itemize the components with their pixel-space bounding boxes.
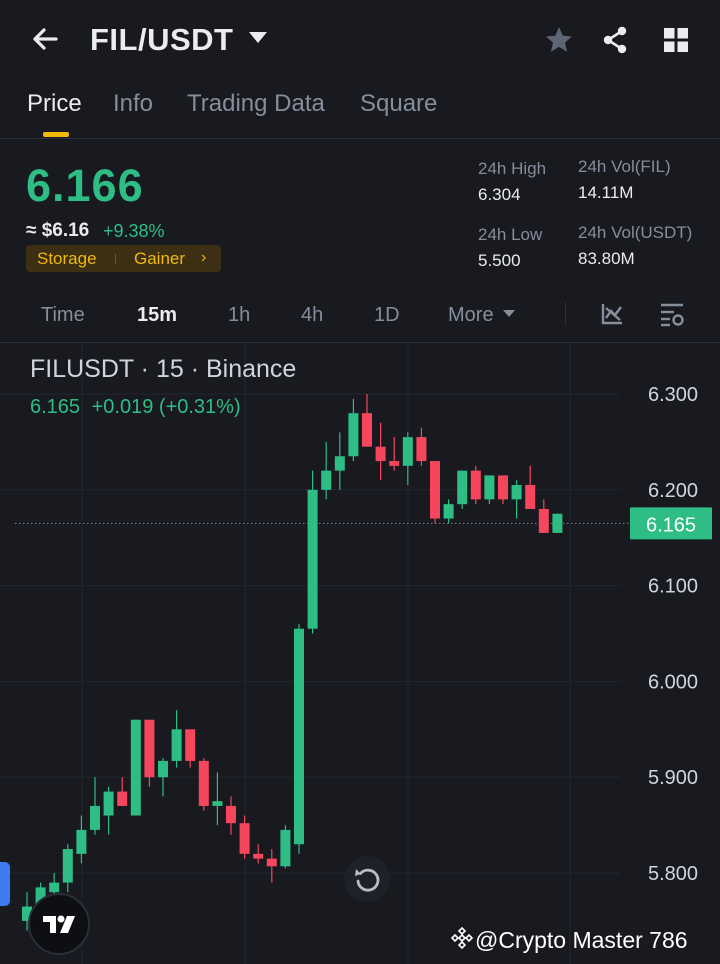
candle-body — [348, 413, 359, 457]
chart-last-change: +0.019 (+0.31%) — [91, 396, 241, 418]
candle-body — [185, 729, 196, 761]
candle-body — [49, 882, 60, 893]
tradingview-logo[interactable] — [28, 893, 90, 955]
tab-price[interactable]: Price — [27, 90, 82, 117]
candle-body — [117, 791, 128, 806]
chart-settings-icon[interactable] — [658, 300, 686, 328]
tag-separator — [115, 254, 116, 264]
stat-vol-base-value: 14.11M — [578, 183, 634, 202]
stat-vol-base-label: 24h Vol(FIL) — [578, 157, 671, 176]
toolbar-separator — [565, 302, 566, 326]
current-price-label: 6.165 — [646, 514, 696, 536]
interval-1h[interactable]: 1h — [228, 304, 251, 326]
watermark-text: @Crypto Master 786 — [475, 927, 688, 953]
last-price: 6.166 — [26, 160, 144, 211]
candle-body — [130, 719, 141, 816]
interval-time[interactable]: Time — [41, 304, 85, 326]
stat-high-label: 24h High — [478, 159, 547, 178]
candle-body — [253, 853, 264, 859]
tab-square[interactable]: Square — [360, 90, 438, 117]
star-icon[interactable] — [543, 24, 575, 56]
tag-container[interactable] — [26, 245, 221, 272]
chart-title: FILUSDT · 15 · Binance — [30, 355, 297, 383]
current-price-badge — [630, 507, 712, 540]
interval-15m[interactable]: 15m — [137, 304, 178, 326]
stat-high-value: 6.304 — [478, 185, 521, 204]
candle-body — [443, 504, 454, 519]
candle-body — [511, 485, 522, 500]
y-tick-label: 6.000 — [648, 671, 698, 693]
back-arrow-icon[interactable] — [28, 22, 62, 56]
watermark: @Crypto Master 786 — [449, 926, 688, 954]
candle-body — [198, 760, 209, 806]
candle-body — [144, 719, 155, 778]
y-tick-label: 6.300 — [648, 384, 698, 406]
interval-1d[interactable]: 1D — [374, 304, 400, 326]
tag-storage[interactable]: Storage — [37, 249, 97, 268]
candle-body — [239, 823, 250, 854]
candle-body — [538, 508, 549, 533]
indicator-icon[interactable] — [598, 300, 626, 328]
stat-vol-quote-value: 83.80M — [578, 249, 635, 268]
candle-body — [280, 829, 291, 867]
candle-body — [226, 805, 236, 824]
grid-icon[interactable] — [660, 24, 692, 56]
binance-logo-icon — [450, 926, 474, 950]
price-change-percent: +9.38% — [103, 221, 165, 241]
candle-body — [552, 513, 563, 533]
interval-more[interactable]: More — [448, 304, 494, 326]
candle-body — [498, 475, 508, 500]
candle-body — [90, 805, 100, 830]
candle-body — [525, 485, 536, 509]
y-tick-label: 5.900 — [648, 767, 698, 789]
candle-body — [103, 791, 114, 816]
candle-body — [62, 849, 73, 883]
candle-body — [22, 906, 32, 921]
drawing-toolbar-toggle[interactable] — [0, 862, 10, 906]
candle-body — [321, 470, 332, 490]
caret-down-icon[interactable] — [503, 310, 515, 317]
candle-body — [457, 470, 468, 505]
chart-last-value: 6.165 — [30, 396, 81, 418]
candle-body — [430, 461, 440, 519]
reset-icon — [355, 868, 380, 892]
trading-pair-title[interactable]: FIL/USDT — [90, 22, 234, 57]
candle-body — [484, 475, 495, 500]
divider — [0, 138, 720, 139]
fiat-price: ≈ $6.16 — [26, 220, 90, 241]
candle-body — [307, 489, 318, 629]
candle-body — [470, 470, 481, 500]
candle-body — [389, 461, 400, 466]
candle-body — [171, 729, 182, 761]
y-tick-label: 6.200 — [648, 480, 698, 502]
chevron-right-icon[interactable]: › — [201, 249, 207, 266]
candle-body — [362, 413, 372, 447]
stat-low-label: 24h Low — [478, 225, 543, 244]
y-tick-label: 6.100 — [648, 576, 698, 598]
divider — [0, 342, 720, 343]
candle-body — [334, 456, 345, 471]
candle-body — [416, 437, 427, 462]
reset-chart-button[interactable] — [344, 856, 390, 902]
caret-down-icon[interactable] — [249, 32, 267, 43]
candle-body — [294, 628, 304, 845]
share-icon[interactable] — [599, 24, 631, 56]
tab-trading-data[interactable]: Trading Data — [187, 90, 325, 117]
y-tick-label: 5.800 — [648, 863, 698, 885]
stat-vol-quote-label: 24h Vol(USDT) — [578, 223, 693, 242]
chart-legend: 6.165 +0.019 (+0.31%) — [30, 396, 241, 419]
candle-body — [158, 760, 168, 778]
tag-gainer[interactable]: Gainer — [134, 249, 186, 268]
candle-body — [402, 437, 413, 466]
interval-4h[interactable]: 4h — [301, 304, 324, 326]
candle-body — [266, 858, 277, 867]
candle-body — [212, 801, 223, 806]
tab-info[interactable]: Info — [113, 90, 154, 117]
active-tab-indicator — [43, 132, 69, 137]
candle-body — [375, 446, 386, 462]
candlestick-chart[interactable]: 6.300 6.200 6.100 6.000 5.900 5.800 6.165 — [0, 343, 720, 964]
tradingview-icon — [43, 915, 75, 933]
stat-low-value: 5.500 — [478, 251, 521, 270]
candle-body — [76, 829, 87, 854]
